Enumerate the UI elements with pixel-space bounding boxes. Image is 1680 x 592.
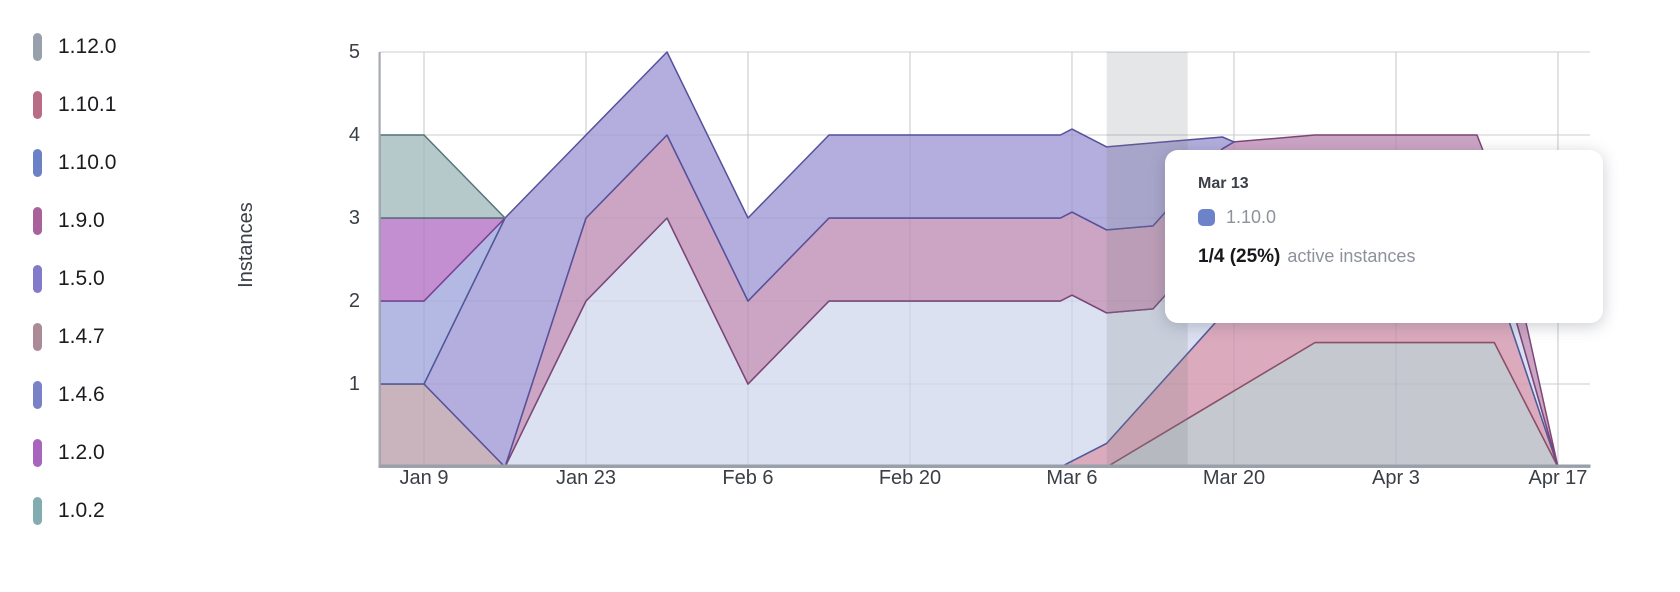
x-axis-line [378,464,1591,468]
legend-item-label: 1.9.0 [58,209,105,232]
legend-swatch [33,33,42,61]
tooltip-value: 1/4 (25%) [1198,246,1281,267]
y-axis-line [378,52,381,465]
legend-item-1.9.0[interactable]: 1.9.0 [26,192,186,250]
x-tick-label: Feb 6 [722,467,774,489]
legend-swatch [33,149,42,177]
tooltip: Mar 13 1.10.0 1/4 (25%) active instances [1165,150,1603,323]
legend-swatch [33,439,42,467]
tooltip-series-name: 1.10.0 [1226,207,1277,227]
x-tick-label: Mar 6 [1046,467,1098,489]
legend-item-label: 1.4.6 [58,383,105,406]
x-tick-label: Mar 20 [1202,467,1266,489]
x-tick-label: Apr 17 [1528,467,1588,489]
legend-item-label: 1.4.7 [58,325,105,348]
area-series-1.5.0 [423,51,1235,468]
legend-item-label: 1.10.1 [58,93,117,116]
legend-item-label: 1.5.0 [58,267,105,290]
legend-item-1.12.0[interactable]: 1.12.0 [26,18,186,76]
legend-item-1.5.0[interactable]: 1.5.0 [26,250,186,308]
tooltip-series-swatch [1198,209,1215,226]
legend-swatch [33,381,42,409]
legend-item-1.0.2[interactable]: 1.0.2 [26,482,186,540]
tooltip-value-suffix: active instances [1287,246,1416,266]
x-tick-label: Feb 20 [878,467,942,489]
x-tick-label: Jan 23 [555,467,617,489]
legend-swatch [33,91,42,119]
x-tick-label: Jan 9 [399,467,449,489]
y-tick-label: 2 [348,290,360,312]
y-tick-label: 4 [348,124,360,146]
legend-item-label: 1.12.0 [58,35,117,58]
legend-item-1.4.6[interactable]: 1.4.6 [26,366,186,424]
tooltip-date: Mar 13 [1198,175,1249,192]
y-tick-label: 5 [348,41,360,63]
legend-item-label: 1.10.0 [58,151,117,174]
legend-item-1.10.1[interactable]: 1.10.1 [26,76,186,134]
y-tick-label: 3 [348,207,360,229]
legend-swatch [33,497,42,525]
legend-swatch [33,323,42,351]
version-legend: 1.12.0 1.10.1 1.10.0 1.9.0 1.5.0 1.4.7 1.4.6 1.… [26,18,186,540]
legend-item-label: 1.2.0 [58,441,105,464]
y-tick-label: 1 [348,373,360,395]
legend-item-1.2.0[interactable]: 1.2.0 [26,424,186,482]
x-tick-label: Apr 3 [1372,467,1420,489]
y-axis-title: Instances [235,202,257,288]
area-series-1.0.2 [379,134,506,219]
legend-item-1.4.7[interactable]: 1.4.7 [26,308,186,366]
legend-item-1.10.0[interactable]: 1.10.0 [26,134,186,192]
legend-item-label: 1.0.2 [58,499,105,522]
legend-swatch [33,265,42,293]
legend-swatch [33,207,42,235]
